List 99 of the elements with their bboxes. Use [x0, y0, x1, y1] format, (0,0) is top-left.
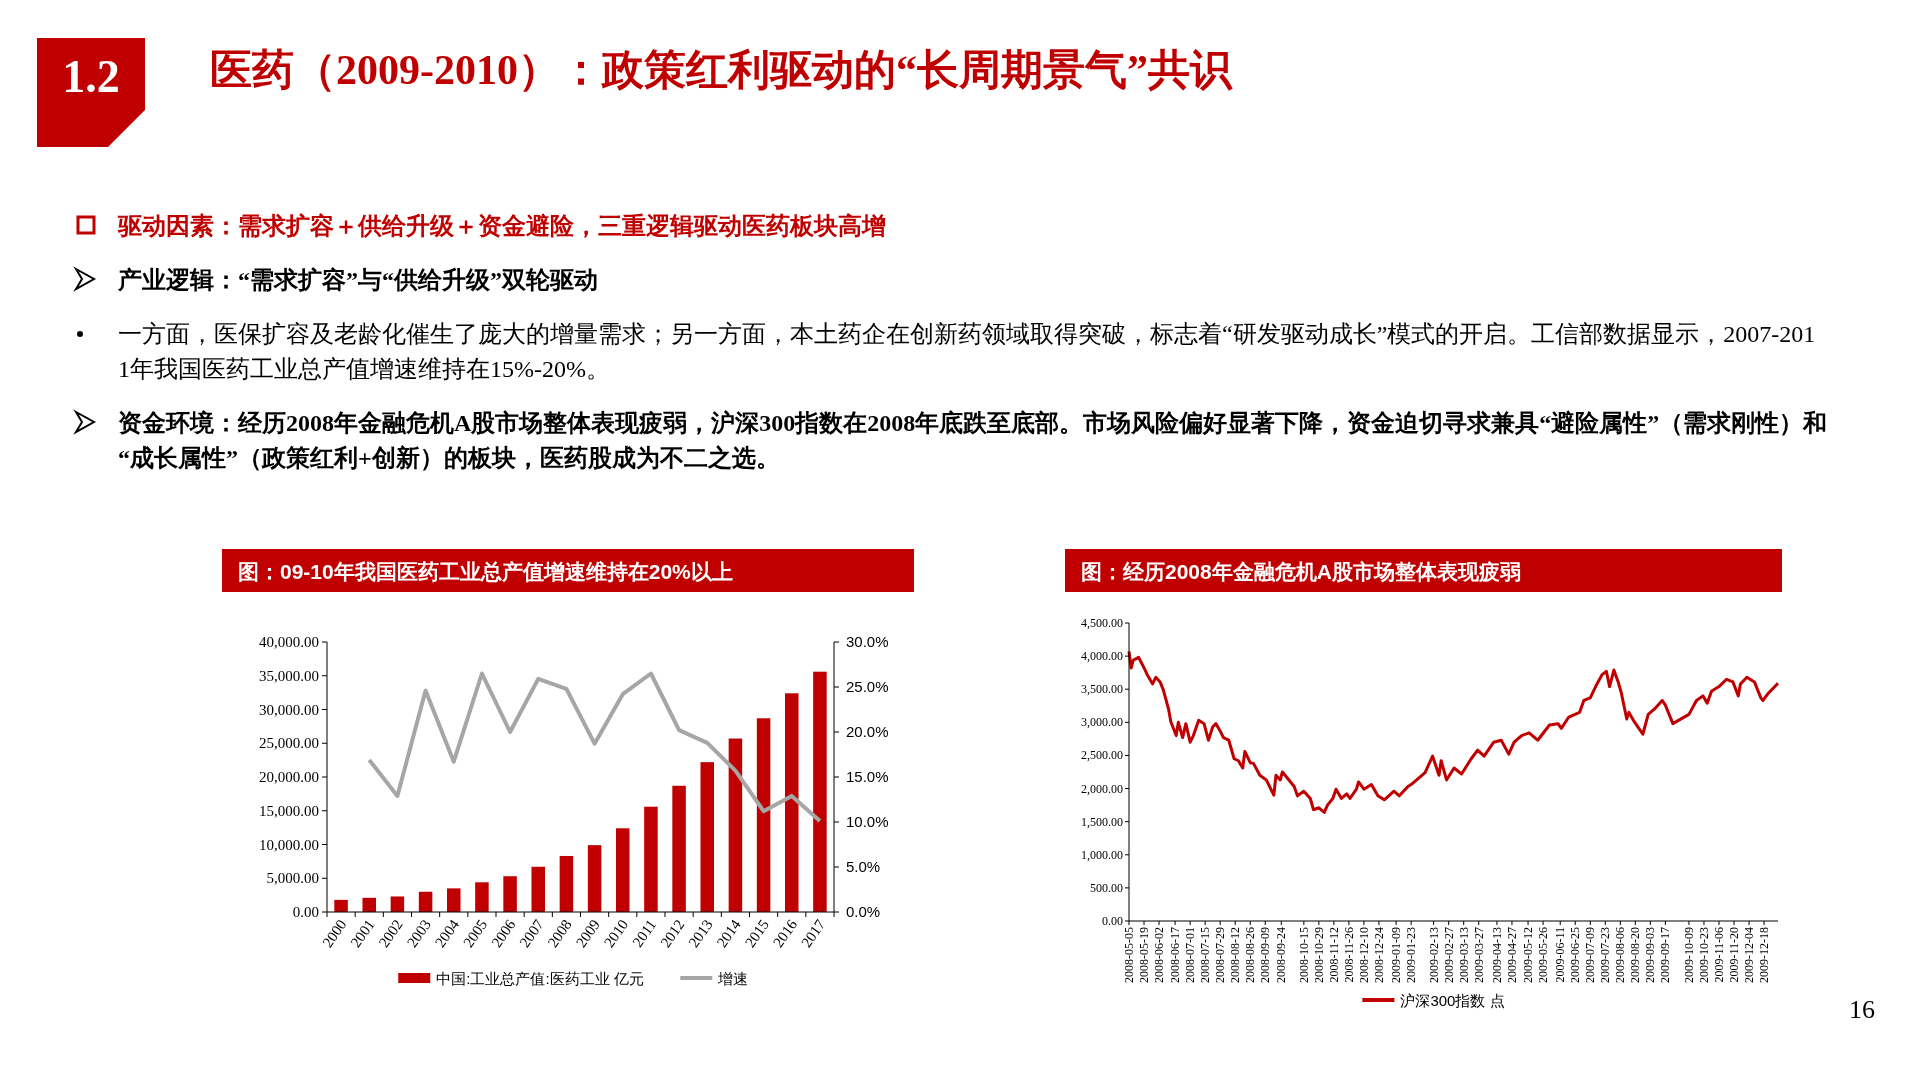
- y-tick-label: 25,000.00: [259, 735, 319, 752]
- y2-tick-label: 10.0%: [846, 813, 889, 830]
- x-tick-label: 2009-06-11: [1553, 927, 1568, 983]
- y-tick-label: 4,000.00: [1081, 649, 1123, 664]
- y-tick-label: 4,500.00: [1081, 616, 1123, 630]
- x-tick-label: 2008-10-15: [1296, 927, 1311, 983]
- x-tick-label: 2009-09-17: [1658, 927, 1673, 983]
- x-tick-label: 2009-12-18: [1757, 927, 1772, 983]
- x-tick-label: 2008-11-12: [1326, 927, 1341, 983]
- x-tick-label: 2008-09-24: [1274, 927, 1289, 983]
- text: 产业逻辑：“需求扩容”与“供给升级”双轮驱动: [117, 267, 598, 293]
- x-tick-label: 2008-05-19: [1137, 927, 1152, 983]
- y-tick-label: 15,000.00: [259, 802, 319, 819]
- x-tick-label: 2008-08-12: [1228, 927, 1243, 983]
- legend-label: 增速: [717, 970, 749, 987]
- text: 1.2: [62, 51, 120, 102]
- text: 驱动因素：需求扩容＋供给升级＋资金避险，三重逻辑驱动医药板块高增: [117, 212, 886, 239]
- bar: [390, 896, 405, 912]
- bar: [615, 828, 630, 912]
- bar: [813, 671, 827, 912]
- x-tick-label: 2009-11-20: [1727, 927, 1742, 983]
- x-tick-label: 2009-12-04: [1742, 927, 1757, 983]
- y-tick-label: 30,000.00: [259, 701, 319, 718]
- x-tick-label: 2008-07-01: [1183, 927, 1198, 983]
- x-tick-label: 2008-09-09: [1258, 927, 1273, 983]
- bar: [672, 785, 686, 912]
- x-tick-label: 2009-05-12: [1521, 927, 1536, 983]
- y-tick-label: 10,000.00: [259, 836, 319, 853]
- x-tick-label: 2009-01-23: [1404, 927, 1419, 983]
- x-tick-label: 2009-07-09: [1583, 927, 1598, 983]
- x-tick-label: 2008-05-05: [1122, 927, 1136, 983]
- x-tick-label: 2009-02-13: [1426, 927, 1441, 983]
- y2-tick-label: 30.0%: [846, 633, 889, 650]
- y-tick-label: 35,000.00: [259, 667, 319, 684]
- text: 16: [1849, 995, 1875, 1024]
- bar: [446, 888, 461, 912]
- x-tick-label: 2009-01-09: [1389, 927, 1404, 983]
- y-tick-label: 5,000.00: [266, 870, 319, 887]
- bar: [531, 866, 546, 912]
- bar: [418, 891, 433, 912]
- x-tick-label: 2009-03-13: [1456, 927, 1471, 983]
- y-tick-label: 1,500.00: [1081, 814, 1123, 829]
- legend-label: 中国:工业总产值:医药工业 亿元: [436, 970, 644, 987]
- chart-title: 图：09-10年我国医药工业总产值增速维持在20%以上: [238, 560, 733, 583]
- text: 一方面，医保扩容及老龄化催生了庞大的增量需求；另一方面，本土药企在创新药领域取得突破，标志着“研发驱动成长”模式的开启。工信部数据显示，2007-2011年我国医药工业总产值增速维持在15%-20%。: [118, 321, 1816, 382]
- bar: [334, 899, 348, 912]
- x-tick-label: 2009-04-13: [1489, 927, 1504, 983]
- bar: [700, 762, 715, 912]
- bar: [503, 876, 517, 912]
- y2-tick-label: 0.0%: [846, 903, 881, 920]
- x-tick-label: 2009-03-27: [1471, 927, 1486, 983]
- line-series: [1127, 649, 1780, 814]
- y2-tick-label: 20.0%: [846, 723, 889, 740]
- x-tick-label: 2008-11-26: [1341, 927, 1356, 983]
- x-tick-label: 2008-07-29: [1213, 927, 1228, 983]
- x-tick-label: 2008-06-02: [1152, 927, 1167, 983]
- legend-label: 沪深300指数 点: [1400, 992, 1505, 1009]
- bar: [475, 882, 489, 912]
- x-tick-label: 2009-10-23: [1696, 927, 1711, 983]
- line-series: [367, 671, 822, 824]
- x-tick-label: 2009-08-06: [1613, 927, 1628, 983]
- y-tick-label: 0.00: [1102, 914, 1123, 928]
- y2-tick-label: 15.0%: [846, 768, 889, 785]
- chart-title: 图：经历2008年金融危机A股市场整体表现疲弱: [1081, 560, 1521, 583]
- bar: [644, 806, 658, 912]
- x-tick-label: 2008-12-10: [1356, 927, 1371, 983]
- x-tick-label: 2009-11-06: [1712, 927, 1726, 983]
- x-tick-label: 2008-08-26: [1243, 927, 1258, 983]
- bar: [559, 855, 574, 912]
- x-tick-label: 2009-02-27: [1441, 927, 1456, 983]
- x-tick-label: 2008-10-29: [1311, 927, 1326, 983]
- text: 医药（2009-2010）：政策红利驱动的“长周期景气”共识: [210, 47, 1233, 93]
- x-tick-label: 2008-12-24: [1371, 927, 1386, 983]
- text: 资金环境：经历2008年金融危机A股市场整体表现疲弱，沪深300指数在2008年底跌至底部。市场风险偏好显著下降，资金迫切寻求兼具“避险属性”（需求刚性）和“成长属性”（政策红利+创新）的板块，医药股成为不二之选。: [118, 409, 1828, 471]
- y-tick-label: 1,000.00: [1081, 847, 1123, 862]
- x-tick-label: 2009-09-03: [1643, 927, 1658, 983]
- bar: [728, 738, 743, 912]
- y-tick-label: 3,000.00: [1081, 715, 1123, 730]
- x-tick-label: 2009-10-09: [1681, 927, 1696, 983]
- bar: [587, 845, 602, 912]
- x-tick-label: 2009-05-26: [1536, 927, 1551, 983]
- x-tick-label: 2009-04-27: [1504, 927, 1519, 983]
- y-tick-label: 0.00: [292, 904, 319, 920]
- y-tick-label: 2,500.00: [1081, 748, 1123, 763]
- y-tick-label: 3,500.00: [1081, 682, 1123, 697]
- y-tick-label: 40,000.00: [259, 634, 319, 650]
- y2-tick-label: 25.0%: [846, 678, 889, 695]
- y-tick-label: 2,000.00: [1081, 781, 1123, 796]
- x-tick-label: 2009-07-23: [1598, 927, 1613, 983]
- bar: [784, 693, 799, 912]
- y2-tick-label: 5.0%: [846, 858, 881, 875]
- x-tick-label: 2008-06-17: [1168, 927, 1183, 983]
- x-tick-label: 2009-08-20: [1628, 927, 1643, 983]
- x-tick-label: 2009-06-25: [1568, 927, 1583, 983]
- y-tick-label: 20,000.00: [259, 769, 319, 785]
- bar: [362, 897, 377, 912]
- bar: [756, 718, 771, 912]
- y-tick-label: 500.00: [1090, 880, 1123, 895]
- x-tick-label: 2008-07-15: [1198, 927, 1213, 983]
